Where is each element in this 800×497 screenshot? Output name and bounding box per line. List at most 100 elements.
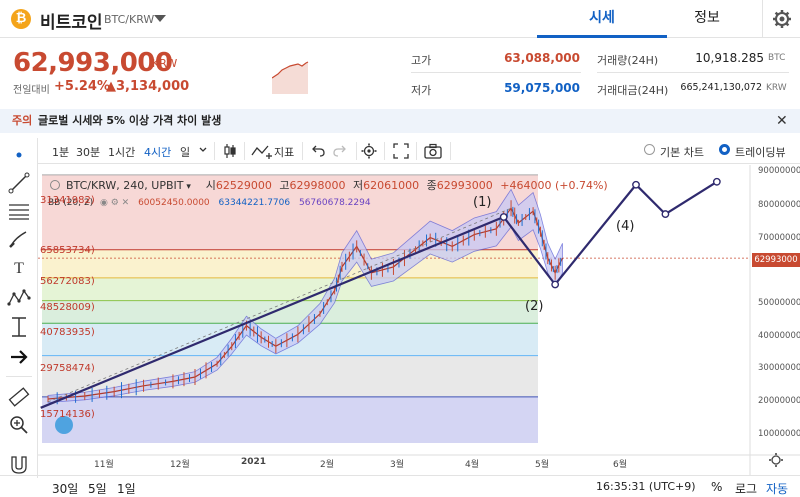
fullscreen-icon[interactable] xyxy=(392,142,410,160)
divider xyxy=(244,142,245,160)
chart-toolbar: 1분 30분 1시간 4시간 일 지표 기본 차트 트레이딩뷰 xyxy=(38,138,800,164)
fib-levels-icon[interactable] xyxy=(6,198,32,224)
divider xyxy=(302,142,303,160)
basic-chart-label[interactable]: 기본 차트 xyxy=(660,146,704,159)
bollinger-band xyxy=(47,188,563,403)
coin-pair: BTC/KRW xyxy=(104,13,155,26)
chart-footer: 30일 5일 1일 16:35:31 (UTC+9) % 로그 자동 xyxy=(0,475,800,497)
undo-icon[interactable] xyxy=(310,143,326,159)
interval-4h[interactable]: 4시간 xyxy=(144,146,172,159)
wave-label: (2) xyxy=(525,299,544,314)
x-tick-label: 6월 xyxy=(613,460,628,470)
fib-label: 31341982) xyxy=(40,195,95,206)
divider xyxy=(6,376,32,377)
basic-chart-radio[interactable] xyxy=(644,144,655,155)
divider xyxy=(214,142,215,160)
x-tick-label: 12월 xyxy=(170,460,190,470)
percent-toggle[interactable]: % xyxy=(711,480,723,494)
redo-icon[interactable] xyxy=(332,143,348,159)
bb-label: BB (20, 2) xyxy=(48,198,94,208)
legend-low: 62061000 xyxy=(363,179,420,192)
tab-quote[interactable]: 시세 xyxy=(537,0,667,38)
elliott-wave-path xyxy=(40,180,718,409)
settings-button[interactable] xyxy=(762,0,800,38)
indicator-icon[interactable] xyxy=(250,142,272,160)
legend-high-label: 고 xyxy=(279,179,290,192)
volume-value: 10,918.285 xyxy=(695,51,764,65)
high-value: 63,088,000 xyxy=(504,51,580,65)
legend-open-label: 시 xyxy=(205,179,216,192)
text-tool-icon[interactable]: T xyxy=(6,254,32,280)
divider xyxy=(384,142,385,160)
zoom-in-icon[interactable] xyxy=(6,412,32,438)
fib-label: 48528009) xyxy=(40,302,95,313)
divider xyxy=(356,142,357,160)
fib-label: 15714136) xyxy=(40,409,95,420)
trade-value-unit: KRW xyxy=(766,83,787,93)
change-amount: ▲3,134,000 xyxy=(106,79,190,94)
gear-icon[interactable] xyxy=(360,142,378,160)
range-5d[interactable]: 5일 xyxy=(88,482,107,496)
x-tick-label: 11월 xyxy=(94,460,114,470)
notice-tag: 주의 xyxy=(12,114,33,127)
trading-view-radio[interactable] xyxy=(719,144,730,155)
x-tick-label: 2021 xyxy=(241,457,267,467)
volume-label: 거래량(24H) xyxy=(597,54,659,67)
interval-30m[interactable]: 30분 xyxy=(76,146,101,159)
pattern-icon[interactable] xyxy=(6,284,32,310)
low-label: 저가 xyxy=(411,84,432,97)
price-chart[interactable] xyxy=(38,165,800,475)
fib-label: 29758474) xyxy=(40,363,95,374)
tradingview-logo xyxy=(55,416,73,434)
high-label: 고가 xyxy=(411,54,432,67)
magnet-icon[interactable] xyxy=(6,452,32,478)
interval-1h[interactable]: 1시간 xyxy=(108,146,136,159)
gear-icon xyxy=(773,10,791,28)
chevron-down-icon[interactable] xyxy=(154,15,166,22)
range-30d[interactable]: 30일 xyxy=(52,482,79,496)
chart-legend: BTC/KRW, 240, UPBIT ▾ 시62529000 고6299800… xyxy=(50,177,608,193)
low-value: 59,075,000 xyxy=(504,81,580,95)
candlestick-icon[interactable] xyxy=(222,142,238,160)
log-toggle[interactable]: 로그 xyxy=(735,482,758,496)
divider xyxy=(416,142,417,160)
sparkline-chart xyxy=(272,52,388,94)
range-1d[interactable]: 1일 xyxy=(117,482,136,496)
camera-icon[interactable] xyxy=(423,142,443,160)
trendline-icon[interactable] xyxy=(6,170,32,196)
legend-close: 62993000 xyxy=(436,179,493,192)
auto-toggle[interactable]: 자동 xyxy=(766,482,789,496)
fib-band xyxy=(42,277,538,301)
legend-high: 62998000 xyxy=(289,179,346,192)
current-price: 62,993,000 xyxy=(13,48,173,78)
volume-unit: BTC xyxy=(768,53,786,63)
brush-icon[interactable] xyxy=(6,226,32,252)
arrow-right-icon[interactable] xyxy=(6,344,32,370)
fib-label: 65853734) xyxy=(40,245,95,256)
crosshair-dot-icon[interactable] xyxy=(6,142,32,168)
interval-1m[interactable]: 1분 xyxy=(52,146,70,159)
close-icon[interactable]: ✕ xyxy=(776,113,788,129)
x-tick-label: 5월 xyxy=(535,460,550,470)
trading-view-label[interactable]: 트레이딩뷰 xyxy=(735,146,786,159)
y-tick-label: 70000000 xyxy=(758,233,800,243)
collapse-icon[interactable] xyxy=(50,180,60,190)
interval-day[interactable]: 일 xyxy=(180,146,191,159)
gear-icon[interactable] xyxy=(768,452,784,468)
bb-lower: 56760678.2294 xyxy=(298,198,371,208)
clock[interactable]: 16:35:31 (UTC+9) xyxy=(596,480,696,493)
y-tick-label: 30000000 xyxy=(758,363,800,373)
visibility-icon[interactable]: ◉ ⚙ ✕ xyxy=(100,198,130,208)
tab-info[interactable]: 정보 xyxy=(694,10,720,26)
chevron-down-icon[interactable] xyxy=(198,145,208,155)
fib-band xyxy=(42,396,538,443)
legend-change: +464000 (+0.74%) xyxy=(500,179,608,192)
notice-bar: 주의 글로벌 시세와 5% 이상 가격 차이 발생 ✕ xyxy=(0,109,800,133)
ruler-icon[interactable] xyxy=(6,384,32,410)
bollinger-legend: BB (20, 2) ◉ ⚙ ✕ 60052450.0000 63344221.… xyxy=(48,198,371,208)
y-tick-label: 20000000 xyxy=(758,396,800,406)
indicator-button[interactable]: 지표 xyxy=(274,146,295,159)
coin-name[interactable]: 비트코인 xyxy=(40,13,103,33)
measure-icon[interactable] xyxy=(6,314,32,340)
